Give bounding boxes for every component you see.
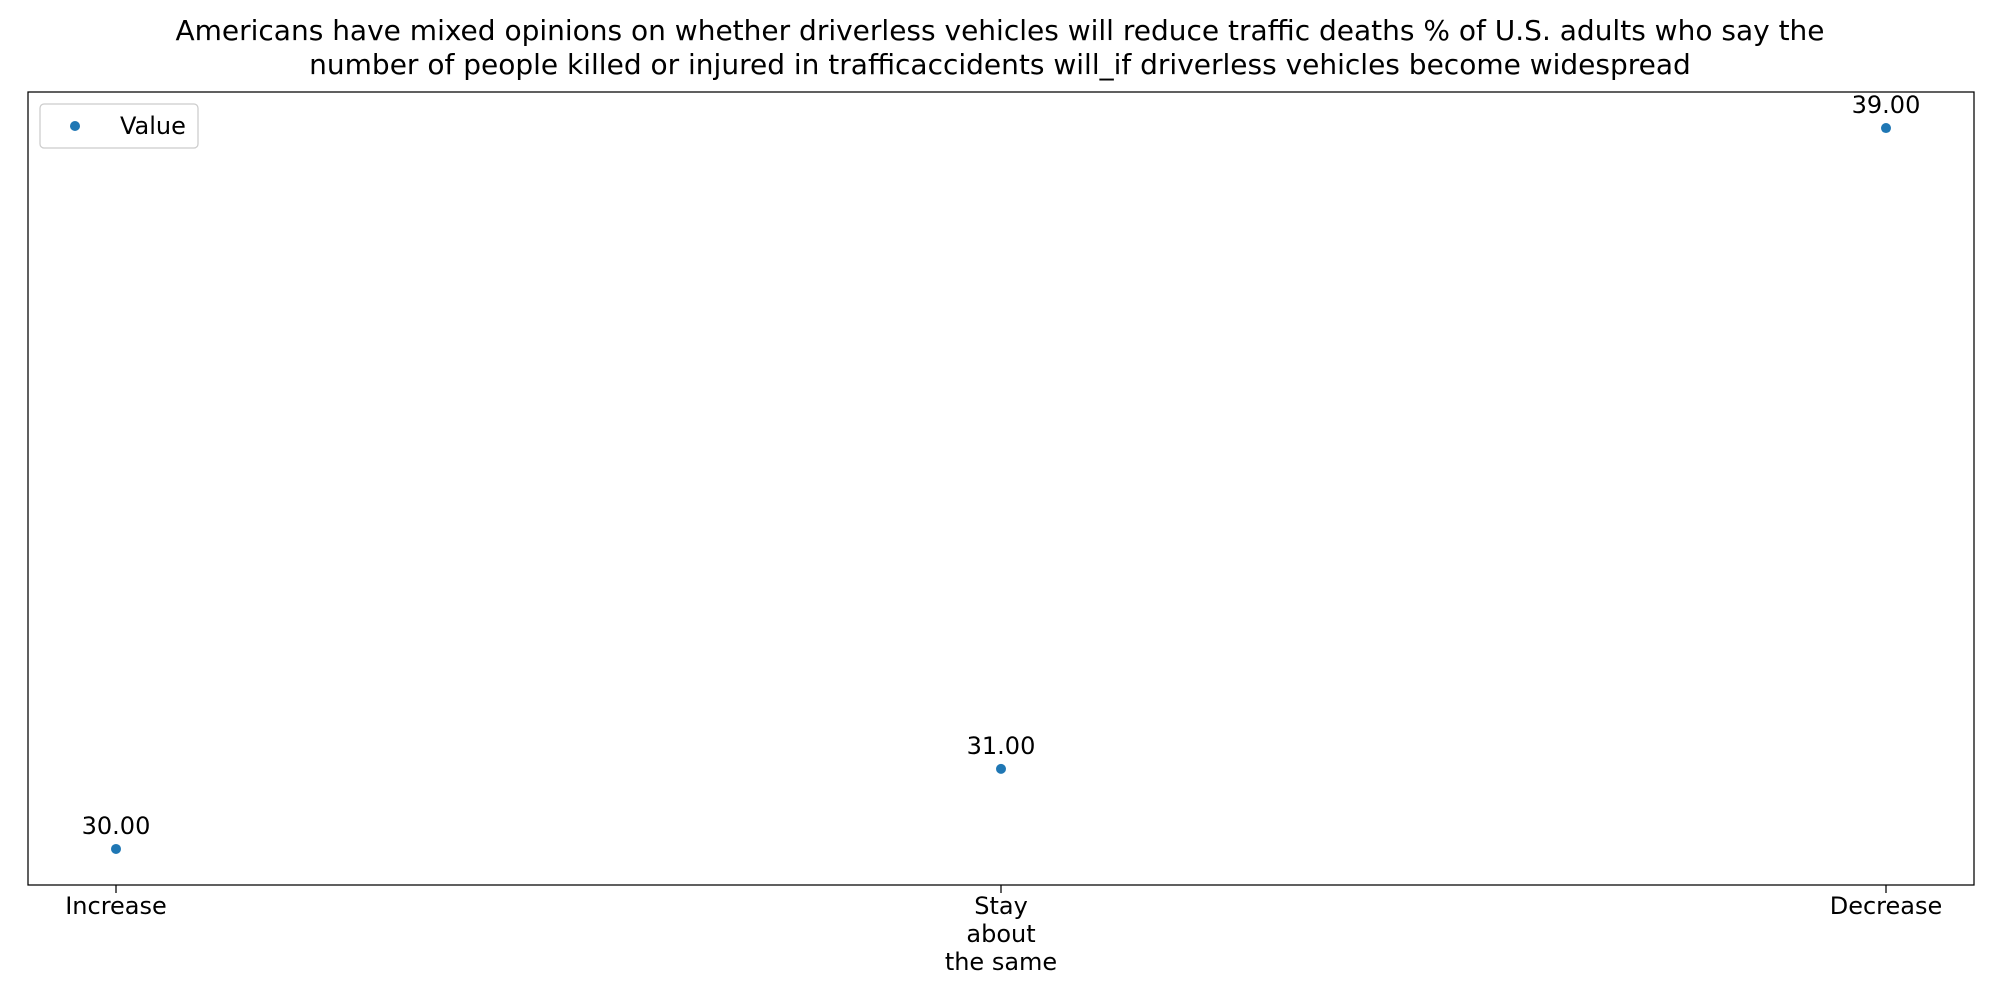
x-tick-label-0: Increase (65, 892, 167, 920)
data-points (111, 123, 1891, 854)
data-point-2 (1881, 123, 1891, 134)
chart-title-line-1: Americans have mixed opinions on whether… (175, 14, 1824, 47)
chart-title: Americans have mixed opinions on whether… (175, 14, 1824, 81)
x-tick-label-2: Decrease (1830, 892, 1943, 920)
data-labels: 30.00 31.00 39.00 (82, 91, 1921, 840)
legend: Value (39, 103, 199, 149)
legend-box (39, 103, 199, 149)
data-point-0 (111, 843, 121, 854)
data-label-1: 31.00 (967, 732, 1036, 760)
data-label-2: 39.00 (1852, 91, 1921, 119)
x-axis-tick-labels: Increase Stay about the same Decrease (65, 892, 1942, 976)
plot-area (27, 91, 1975, 886)
legend-marker (70, 121, 80, 131)
chart-title-line-2: number of people killed or injured in tr… (309, 48, 1691, 81)
data-label-0: 30.00 (82, 812, 151, 840)
legend-label: Value (120, 112, 186, 140)
data-point-1 (996, 763, 1006, 774)
x-axis-ticks (115, 885, 1887, 893)
x-tick-label-1: Stay about the same (945, 892, 1057, 976)
